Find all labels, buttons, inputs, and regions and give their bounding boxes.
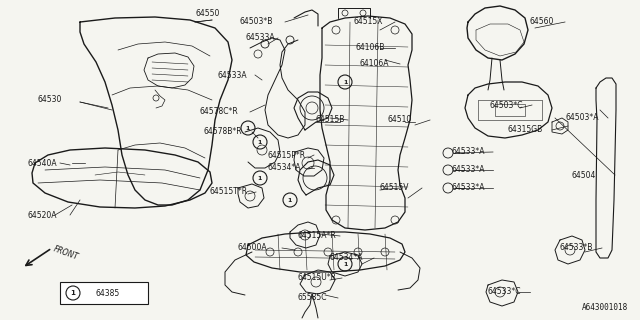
Text: 1: 1	[258, 175, 262, 180]
Text: 64510: 64510	[388, 116, 412, 124]
Text: 64515V: 64515V	[380, 183, 410, 193]
Text: 64533A: 64533A	[218, 70, 248, 79]
Bar	[60, 282, 148, 304]
Text: 64515A*R: 64515A*R	[298, 231, 337, 241]
Text: 1: 1	[70, 290, 76, 296]
Text: 64520A: 64520A	[28, 211, 58, 220]
Text: 64503*B: 64503*B	[240, 18, 273, 27]
Text: 65585C: 65585C	[298, 293, 328, 302]
Text: 1: 1	[246, 125, 250, 131]
Text: 64530: 64530	[38, 95, 62, 105]
Text: 64533*A: 64533*A	[452, 183, 486, 193]
Text: 64578B*R: 64578B*R	[204, 127, 243, 137]
Text: 64106A: 64106A	[360, 60, 390, 68]
Text: 64503*C: 64503*C	[490, 100, 524, 109]
Text: 64503*A: 64503*A	[565, 114, 598, 123]
Text: 64385: 64385	[96, 289, 120, 298]
Text: 64515P*R: 64515P*R	[268, 150, 306, 159]
Text: 64533A: 64533A	[245, 34, 275, 43]
Text: 1: 1	[258, 140, 262, 145]
Text: 64534*A: 64534*A	[268, 164, 301, 172]
Text: 1: 1	[288, 197, 292, 203]
Text: 64578C*R: 64578C*R	[200, 108, 239, 116]
Text: 64515U*R: 64515U*R	[298, 274, 337, 283]
Text: 64504: 64504	[572, 171, 596, 180]
Text: 64533*A: 64533*A	[452, 165, 486, 174]
Text: 64385: 64385	[102, 291, 126, 300]
Text: 64540A: 64540A	[28, 158, 58, 167]
Circle shape	[66, 286, 80, 300]
Text: 64534*A: 64534*A	[330, 253, 364, 262]
Text: 64500A: 64500A	[238, 244, 268, 252]
Text: 64533*B: 64533*B	[560, 244, 593, 252]
Text: 64550: 64550	[195, 10, 220, 19]
Text: 1: 1	[343, 261, 347, 267]
Text: 64515B: 64515B	[316, 116, 346, 124]
Text: 64515X: 64515X	[354, 18, 383, 27]
Text: 64533*A: 64533*A	[452, 148, 486, 156]
Text: 64106B: 64106B	[355, 44, 385, 52]
Text: 64515T*R: 64515T*R	[210, 188, 248, 196]
Text: 64315GB: 64315GB	[508, 125, 543, 134]
Text: A643001018: A643001018	[582, 303, 628, 312]
Text: FRONT: FRONT	[52, 244, 79, 262]
Text: 64533*C: 64533*C	[488, 287, 522, 297]
Text: 64560: 64560	[530, 18, 554, 27]
Text: 1: 1	[343, 79, 347, 84]
